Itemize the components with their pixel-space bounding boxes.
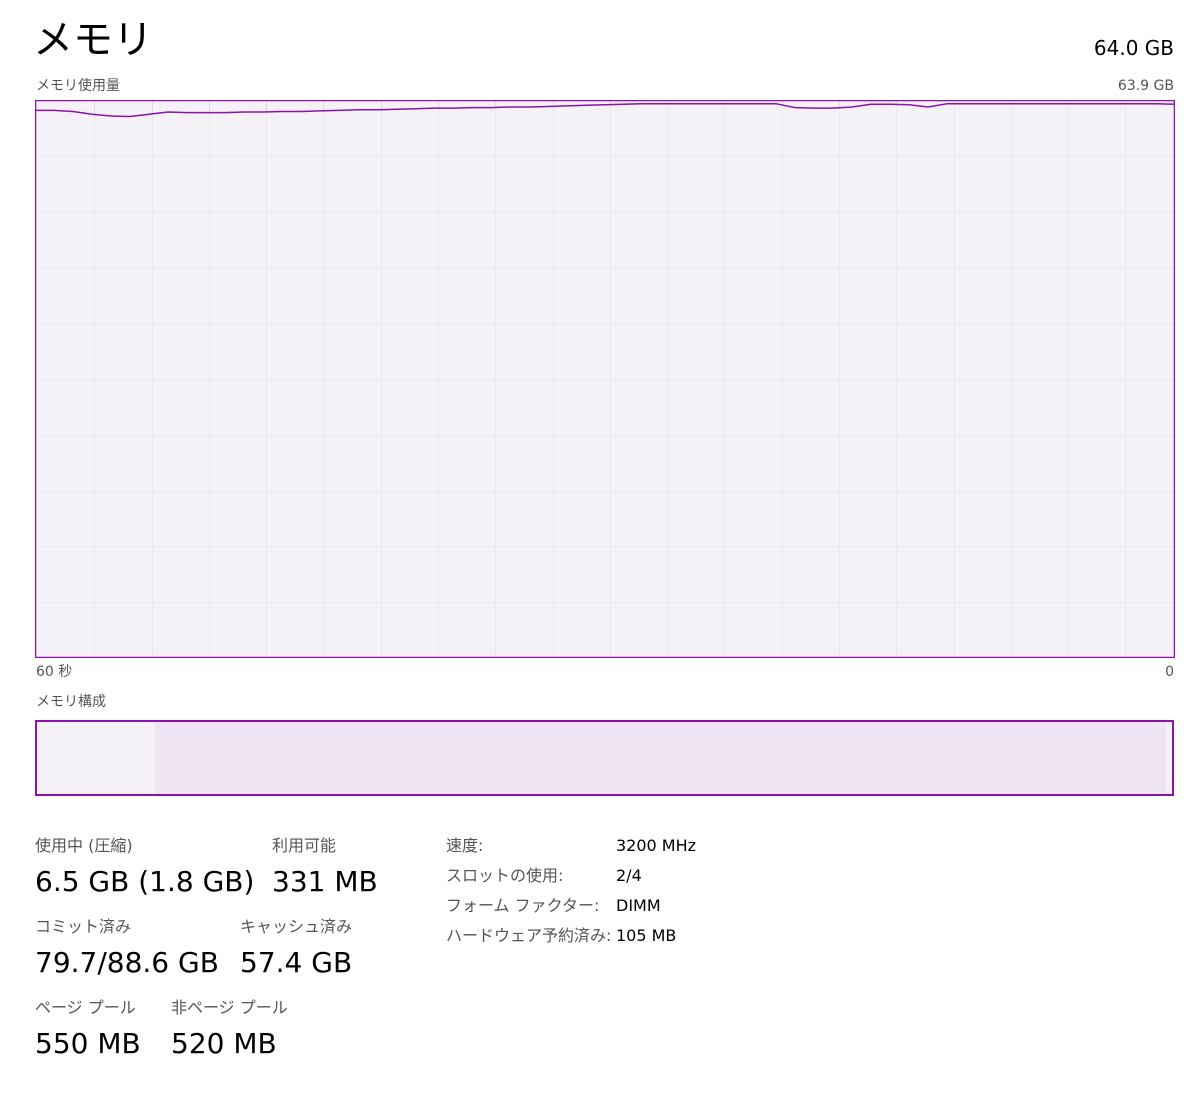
composition-standby-segment (155, 722, 1167, 794)
cached-label: キャッシュ済み (240, 917, 353, 936)
speed-label: 速度: (446, 836, 484, 855)
non-paged-pool-value: 520 MB (171, 1027, 277, 1060)
composition-in-use-segment (37, 722, 157, 794)
speed-value: 3200 MHz (616, 836, 697, 855)
hardware-reserved-value: 105 MB (616, 926, 677, 945)
slots-label: スロットの使用: (446, 866, 564, 885)
non-paged-pool-label: 非ページ プール (171, 998, 288, 1017)
cached-value: 57.4 GB (240, 946, 353, 979)
in-use-value: 6.5 GB (1.8 GB) (35, 865, 255, 898)
time-axis-end: 0 (1165, 664, 1174, 680)
memory-composition-bar (35, 720, 1174, 796)
committed-value: 79.7/88.6 GB (35, 946, 219, 979)
paged-pool-label: ページ プール (35, 998, 136, 1017)
form-factor-label: フォーム ファクター: (446, 896, 600, 915)
slots-value: 2/4 (616, 866, 642, 885)
graph-border (35, 100, 1175, 658)
page-title: メモリ (33, 17, 153, 63)
graph-label: メモリ使用量 (36, 78, 120, 94)
usage-line (35, 102, 1175, 118)
hardware-reserved-label: ハードウェア予約済み: (446, 926, 612, 945)
in-use-label: 使用中 (圧縮) (35, 836, 133, 855)
memory-usage-graph (35, 100, 1175, 658)
usage-area (35, 103, 1175, 658)
total-memory: 64.0 GB (1093, 36, 1174, 60)
paged-pool-value: 550 MB (35, 1027, 141, 1060)
available-value: 331 MB (272, 865, 378, 898)
available-label: 利用可能 (272, 836, 337, 855)
graph-max-label: 63.9 GB (1117, 78, 1174, 94)
composition-label: メモリ構成 (36, 694, 106, 710)
committed-label: コミット済み (35, 917, 132, 936)
time-axis-start: 60 秒 (36, 664, 73, 680)
form-factor-value: DIMM (616, 896, 661, 915)
